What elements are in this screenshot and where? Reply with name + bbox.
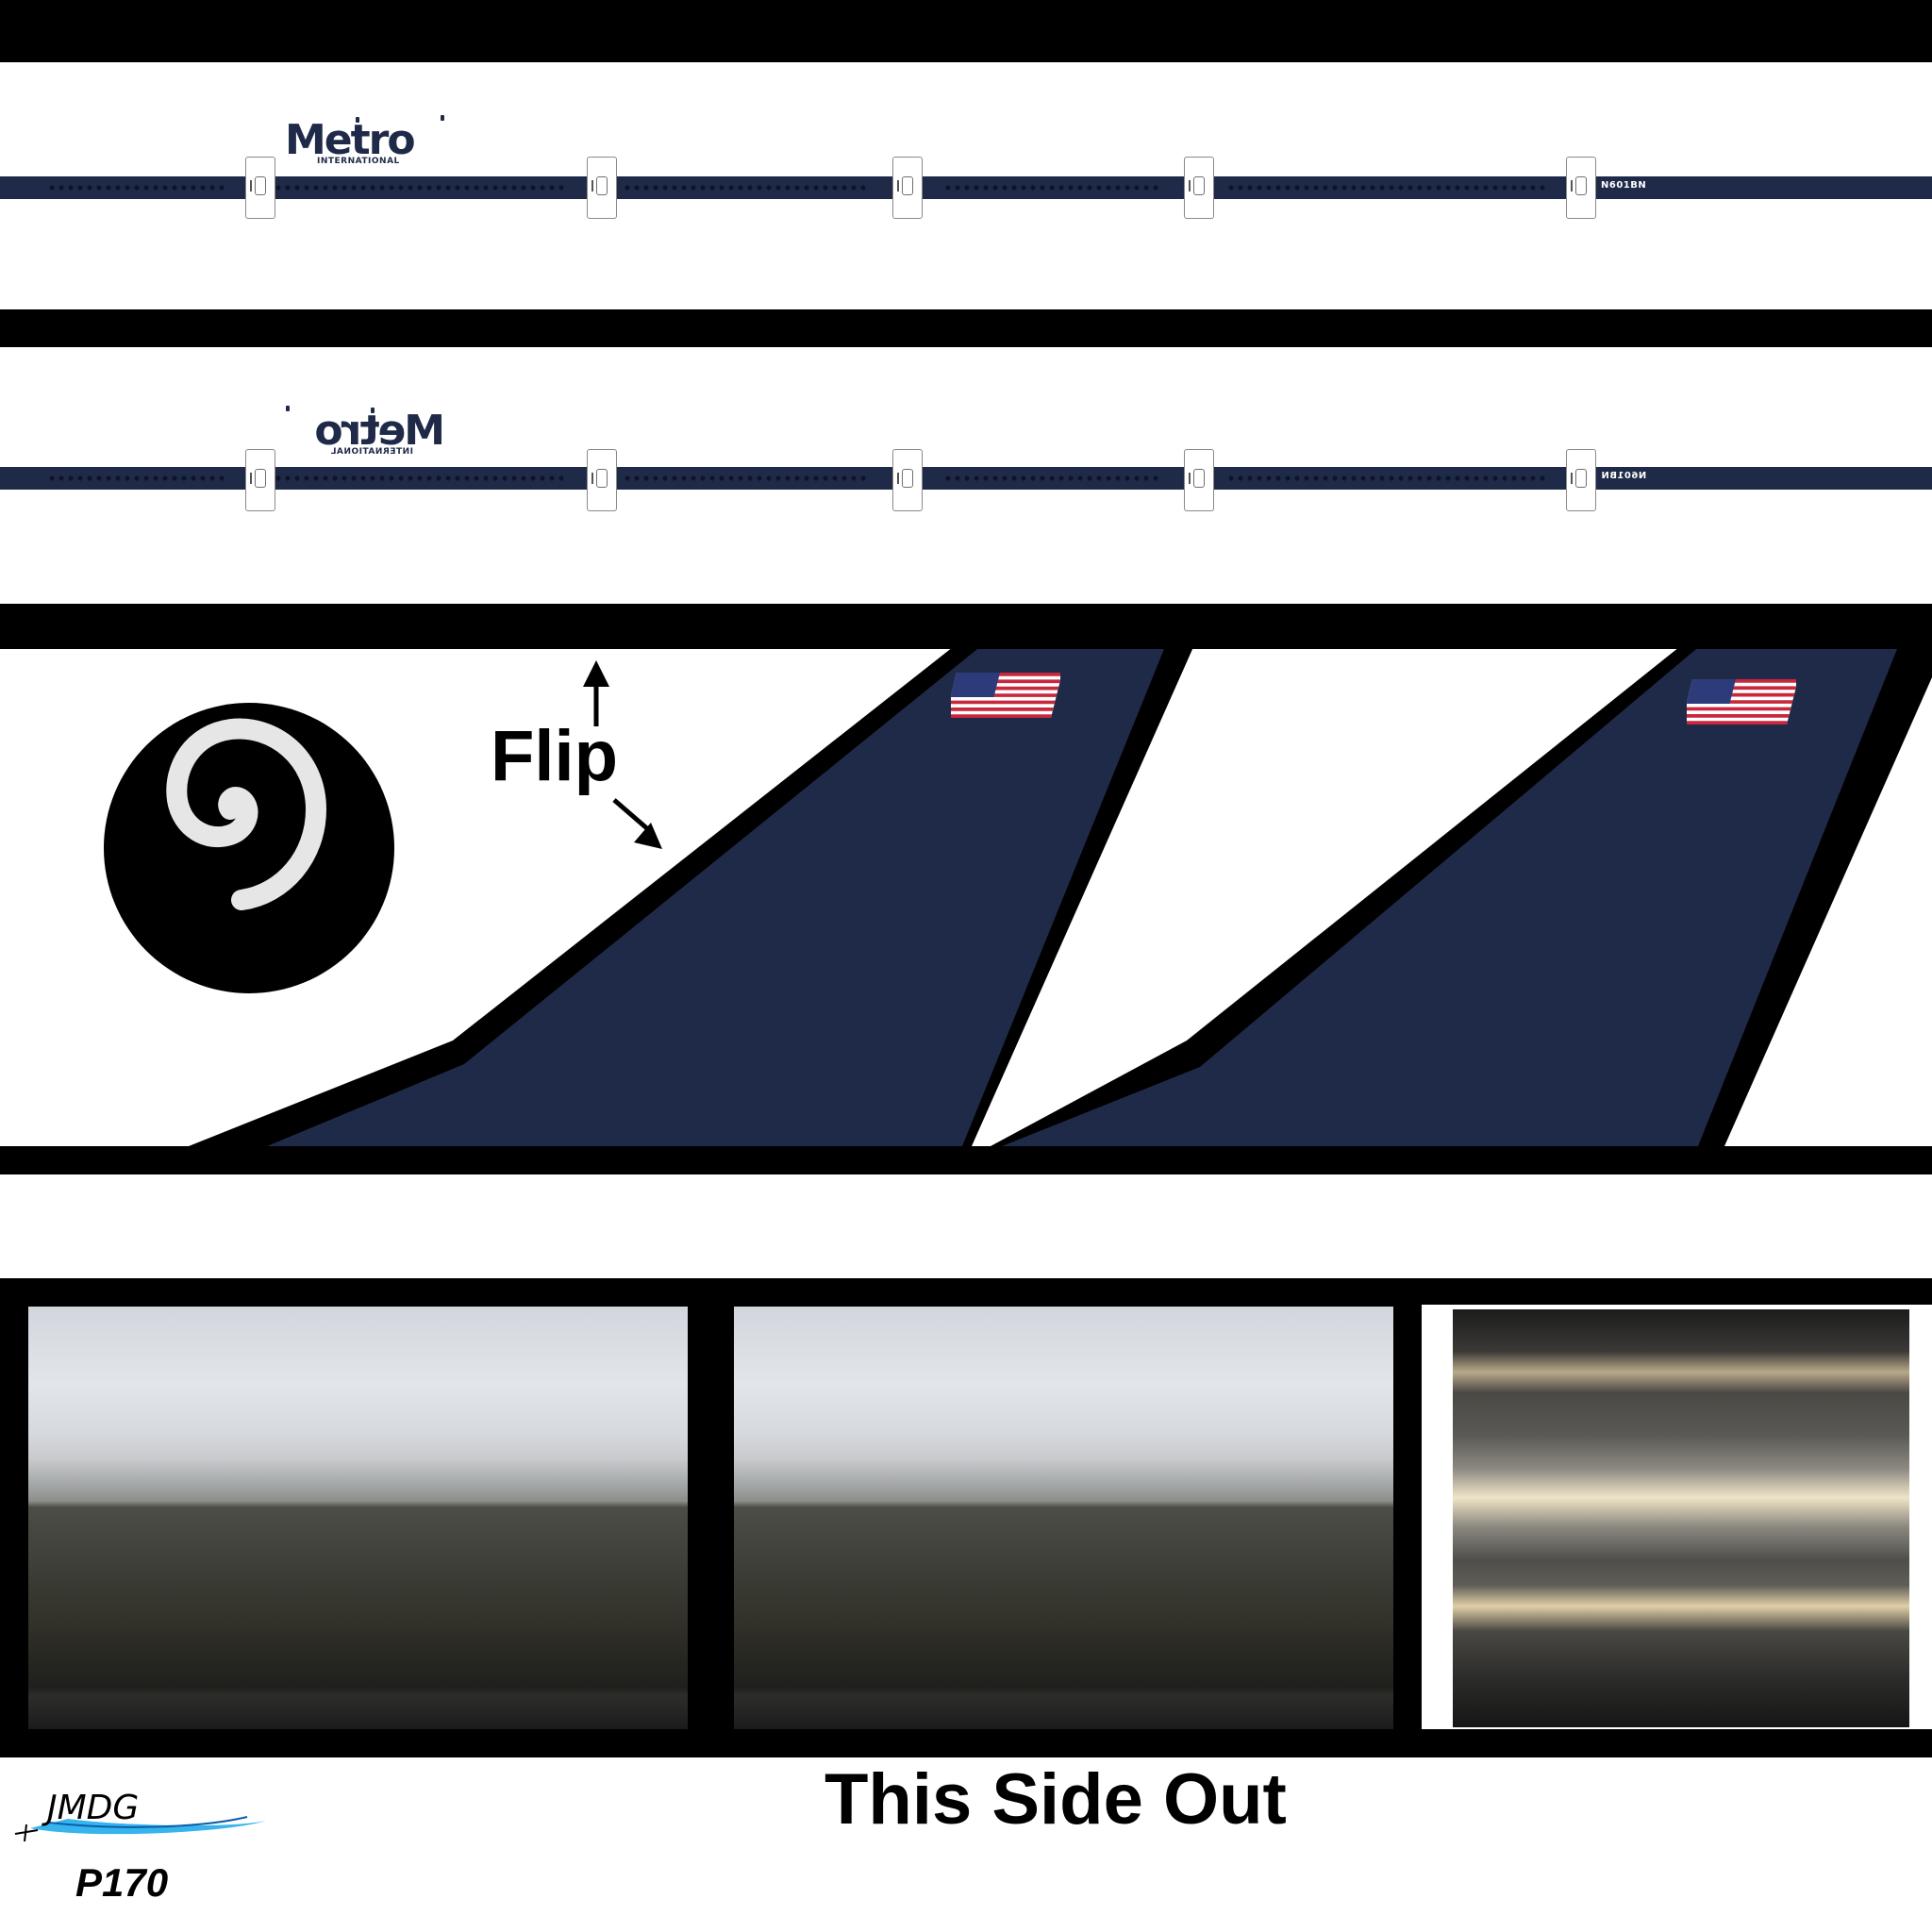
model-code: P170	[75, 1860, 169, 1905]
cabin-windows	[623, 475, 868, 481]
spinner-circle	[104, 703, 394, 993]
us-flag-icon	[951, 673, 1060, 718]
door	[892, 157, 923, 219]
metro-logo-mirrored: Metro INTERNATIONAL	[285, 406, 445, 464]
door	[1184, 157, 1214, 219]
metal-panel-middle	[734, 1307, 1393, 1729]
logo-dot	[356, 117, 359, 123]
metal-panel-left	[28, 1307, 688, 1729]
cabin-windows	[274, 185, 566, 191]
metal-panel-brushed	[1453, 1309, 1909, 1727]
separator-band	[0, 604, 1932, 649]
cabin-windows	[274, 475, 566, 481]
logo-dot	[286, 406, 290, 411]
arrow-up-icon	[583, 660, 609, 687]
registration-mark-mirrored: N601BN	[1601, 471, 1647, 481]
logo-dot	[441, 115, 444, 121]
cabin-windows	[47, 475, 226, 481]
tail-section	[104, 649, 1932, 1146]
door	[1566, 157, 1596, 219]
registration-mark: N601BN	[1601, 180, 1647, 191]
arrow-diag-line	[612, 798, 651, 832]
this-side-out-label: This Side Out	[824, 1759, 1287, 1840]
flip-label: Flip	[491, 716, 619, 796]
panel-edge-white	[1913, 1305, 1932, 1729]
arrow-down-right-icon	[634, 823, 662, 849]
door	[892, 449, 923, 511]
door	[587, 157, 617, 219]
cabin-windows	[943, 185, 1160, 191]
cabin-windows	[1226, 185, 1547, 191]
tail-fin-left	[267, 649, 1164, 1146]
metro-logo-subtitle: INTERNATIONAL	[330, 447, 413, 457]
jmdg-logo-text: JMDG	[42, 1789, 139, 1827]
cabin-windows	[943, 475, 1160, 481]
metro-logo-word: Metro	[285, 116, 416, 164]
fuselage-right-side: Metro INTERNATIONAL N601BN	[0, 347, 1932, 594]
cabin-windows	[623, 185, 868, 191]
door	[1566, 449, 1596, 511]
door	[1184, 449, 1214, 511]
tail-bottom-band	[0, 1146, 1932, 1174]
cabin-windows	[1226, 475, 1547, 481]
door	[245, 157, 275, 219]
tail-fin-right	[1002, 649, 1897, 1146]
top-border	[0, 0, 1932, 62]
door	[587, 449, 617, 511]
logo-dot	[371, 408, 375, 413]
cheatline-stripe: N601BN	[0, 467, 1932, 490]
us-flag-icon	[1687, 679, 1796, 724]
fuselage-left-side: Metro INTERNATIONAL N601BN	[0, 62, 1932, 309]
metro-logo-subtitle: INTERNATIONAL	[317, 157, 400, 166]
door	[245, 449, 275, 511]
jmdg-logo: JMDG	[14, 1789, 266, 1842]
separator-band	[0, 309, 1932, 347]
metro-logo: Metro INTERNATIONAL	[285, 115, 445, 174]
spiral-icon	[166, 718, 327, 910]
cheatline-stripe: N601BN	[0, 176, 1932, 199]
cabin-windows	[47, 185, 226, 191]
